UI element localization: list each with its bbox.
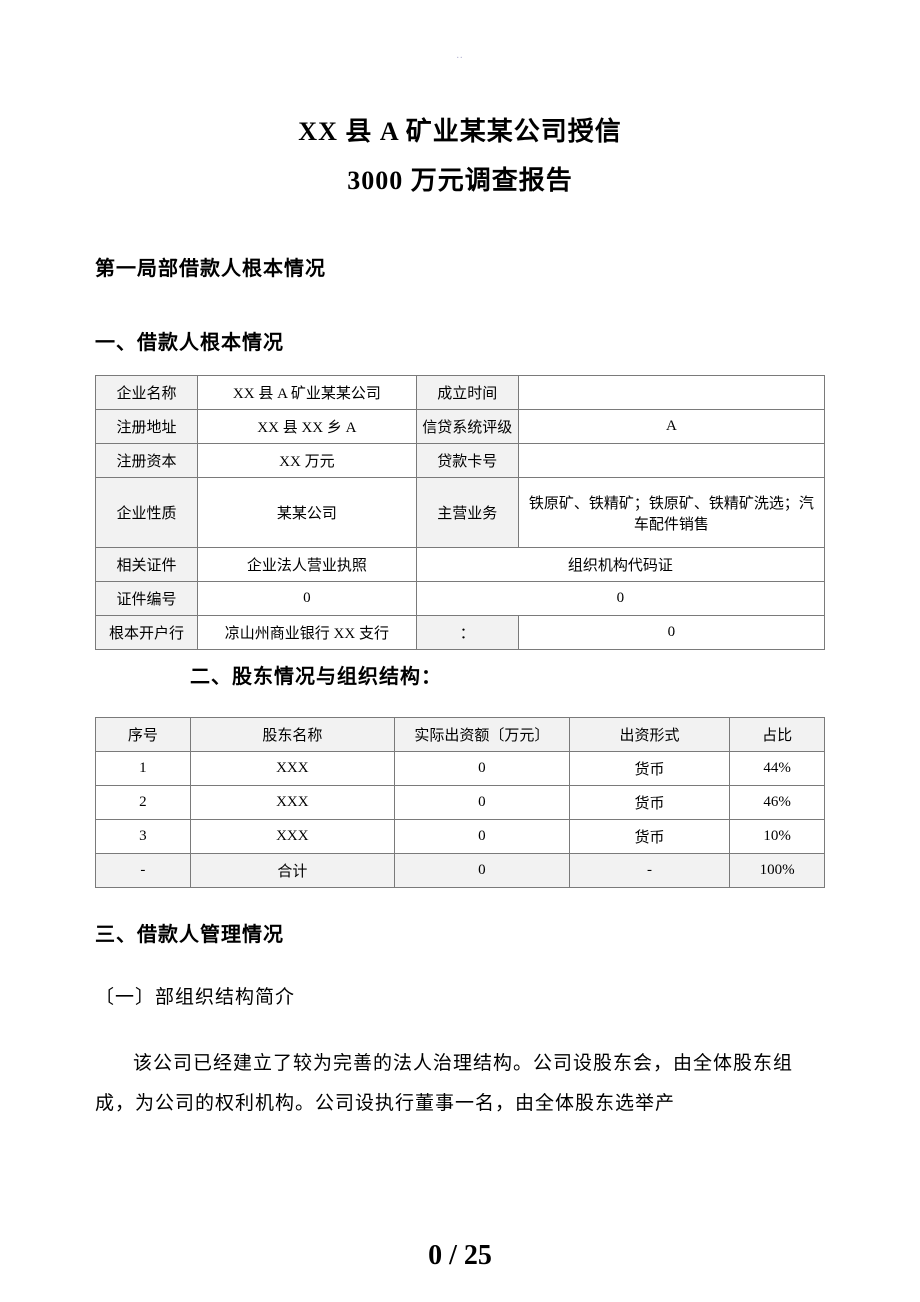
document-title-line1: XX 县 A 矿业某某公司授信 <box>95 111 825 148</box>
table-header-row: 序号 股东名称 实际出资额〔万元〕 出资形式 占比 <box>96 718 825 752</box>
cell-label: 企业名称 <box>96 376 198 410</box>
table-total-row: - 合计 0 - 100% <box>96 854 825 888</box>
cell-form: 货币 <box>569 820 729 854</box>
cell-value: XX 万元 <box>198 444 417 478</box>
cell-label: ： <box>416 616 518 650</box>
page-number: 0 / 25 <box>0 1240 920 1272</box>
table-row: 相关证件 企业法人营业执照 组织机构代码证 <box>96 548 825 582</box>
borrower-info-table: 企业名称 XX 县 A 矿业某某公司 成立时间 注册地址 XX 县 XX 乡 A… <box>95 375 825 650</box>
cell-idx: 2 <box>96 786 191 820</box>
subsection-1-3-heading: 三、借款人管理情况 <box>95 918 825 947</box>
cell-label: 企业性质 <box>96 478 198 548</box>
shareholder-table: 序号 股东名称 实际出资额〔万元〕 出资形式 占比 1 XXX 0 货币 44%… <box>95 717 825 888</box>
column-header: 出资形式 <box>569 718 729 752</box>
cell-label: 根本开户行 <box>96 616 198 650</box>
body-paragraph: 该公司已经建立了较为完善的法人治理结构。公司设股东会，由全体股东组成，为公司的权… <box>95 1044 825 1124</box>
cell-name: XXX <box>190 786 394 820</box>
table-row: 根本开户行 凉山州商业银行 XX 支行 ： 0 <box>96 616 825 650</box>
cell-form: 货币 <box>569 786 729 820</box>
column-header: 股东名称 <box>190 718 394 752</box>
cell-value: 0 <box>198 582 417 616</box>
cell-name: 合计 <box>190 854 394 888</box>
subsection-1-1-heading: 一、借款人根本情况 <box>95 326 825 355</box>
table-row: 企业名称 XX 县 A 矿业某某公司 成立时间 <box>96 376 825 410</box>
cell-pct: 46% <box>730 786 825 820</box>
cell-value: XX 县 XX 乡 A <box>198 410 417 444</box>
top-mark: .. <box>95 50 825 61</box>
cell-label: 相关证件 <box>96 548 198 582</box>
cell-value: 铁原矿、铁精矿；铁原矿、铁精矿洗选；汽车配件销售 <box>518 478 824 548</box>
cell-amount: 0 <box>394 854 569 888</box>
cell-value: 组织机构代码证 <box>416 548 824 582</box>
cell-label: 信贷系统评级 <box>416 410 518 444</box>
column-header: 实际出资额〔万元〕 <box>394 718 569 752</box>
cell-form: - <box>569 854 729 888</box>
subsection-1-3-1-heading: 〔一〕部组织结构简介 <box>95 982 825 1009</box>
cell-label: 注册资本 <box>96 444 198 478</box>
cell-name: XXX <box>190 752 394 786</box>
cell-value: 某某公司 <box>198 478 417 548</box>
cell-value: 0 <box>416 582 824 616</box>
section-1-heading: 第一局部借款人根本情况 <box>95 252 825 281</box>
cell-label: 贷款卡号 <box>416 444 518 478</box>
document-page: .. XX 县 A 矿业某某公司授信 3000 万元调查报告 第一局部借款人根本… <box>0 0 920 1302</box>
table-row: 2 XXX 0 货币 46% <box>96 786 825 820</box>
cell-label: 主营业务 <box>416 478 518 548</box>
cell-idx: 3 <box>96 820 191 854</box>
cell-value: 0 <box>518 616 824 650</box>
cell-value: 凉山州商业银行 XX 支行 <box>198 616 417 650</box>
cell-amount: 0 <box>394 820 569 854</box>
document-title-line2: 3000 万元调查报告 <box>95 160 825 197</box>
cell-value: A <box>518 410 824 444</box>
cell-form: 货币 <box>569 752 729 786</box>
cell-pct: 10% <box>730 820 825 854</box>
cell-pct: 44% <box>730 752 825 786</box>
column-header: 占比 <box>730 718 825 752</box>
cell-label: 注册地址 <box>96 410 198 444</box>
table-row: 注册资本 XX 万元 贷款卡号 <box>96 444 825 478</box>
table-row: 注册地址 XX 县 XX 乡 A 信贷系统评级 A <box>96 410 825 444</box>
cell-amount: 0 <box>394 786 569 820</box>
cell-value <box>518 444 824 478</box>
cell-idx: - <box>96 854 191 888</box>
table-row: 3 XXX 0 货币 10% <box>96 820 825 854</box>
cell-name: XXX <box>190 820 394 854</box>
column-header: 序号 <box>96 718 191 752</box>
table-row: 1 XXX 0 货币 44% <box>96 752 825 786</box>
cell-label: 成立时间 <box>416 376 518 410</box>
cell-idx: 1 <box>96 752 191 786</box>
cell-pct: 100% <box>730 854 825 888</box>
cell-amount: 0 <box>394 752 569 786</box>
cell-value <box>518 376 824 410</box>
subsection-1-2-heading: 二、股东情况与组织结构： <box>190 660 825 689</box>
table-row: 证件编号 0 0 <box>96 582 825 616</box>
cell-value: XX 县 A 矿业某某公司 <box>198 376 417 410</box>
cell-value: 企业法人营业执照 <box>198 548 417 582</box>
cell-label: 证件编号 <box>96 582 198 616</box>
table-row: 企业性质 某某公司 主营业务 铁原矿、铁精矿；铁原矿、铁精矿洗选；汽车配件销售 <box>96 478 825 548</box>
